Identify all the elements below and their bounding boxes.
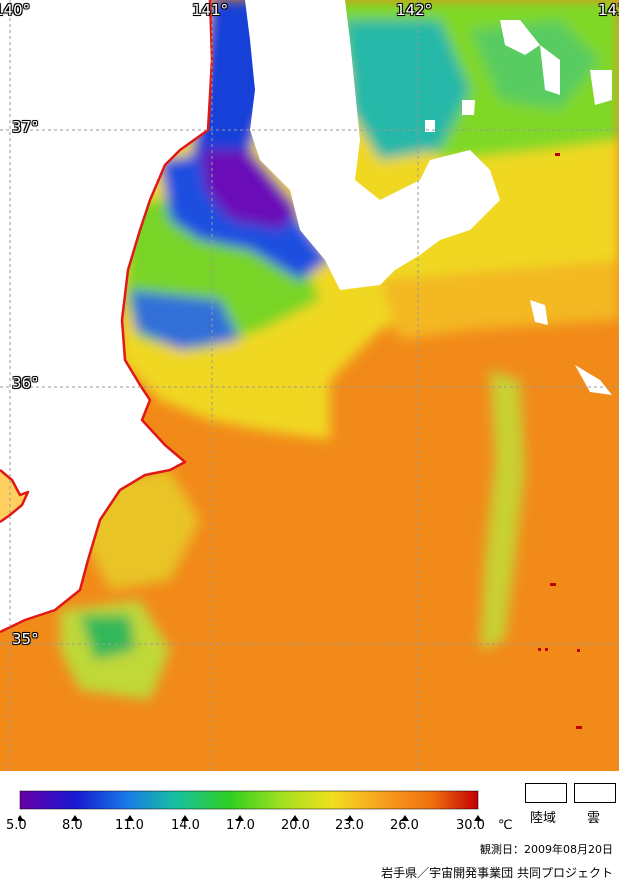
scale-label-30: 30.0 xyxy=(456,818,485,833)
observation-date: 観測日：2009年08月20日 xyxy=(480,843,613,856)
lon-label-140: 140° xyxy=(0,1,31,19)
color-scale-bar xyxy=(18,790,482,821)
lon-label-141: 141° xyxy=(192,1,229,19)
scale-ticks xyxy=(18,815,482,821)
lat-lon-grid xyxy=(0,0,619,771)
scale-label-11: 11.0 xyxy=(115,818,144,833)
lat-label-35: 35° xyxy=(12,630,39,648)
scale-label-23: 23.0 xyxy=(335,818,364,833)
scale-label-8: 8.0 xyxy=(62,818,83,833)
land-key-label: 陸域 xyxy=(530,811,557,826)
scale-label-5: 5.0 xyxy=(6,818,27,833)
credit-line: 岩手県／宇宙開発事業団 共同プロジェクト xyxy=(381,866,613,880)
lat-label-36: 36° xyxy=(12,374,39,392)
unit-label: ℃ xyxy=(498,818,513,833)
scale-label-17: 17.0 xyxy=(226,818,255,833)
scale-label-14: 14.0 xyxy=(171,818,200,833)
coastline xyxy=(0,0,214,634)
cloud-key-box xyxy=(574,783,616,803)
legend: 5.0 8.0 11.0 14.0 17.0 20.0 23.0 26.0 30… xyxy=(0,771,619,881)
scale-label-20: 20.0 xyxy=(281,818,310,833)
land-key-box xyxy=(525,783,567,803)
peninsula-coastline xyxy=(0,469,30,524)
scale-label-26: 26.0 xyxy=(390,818,419,833)
lat-label-37: 37° xyxy=(12,118,39,136)
lon-label-143: 143° xyxy=(598,1,619,19)
cloud-key-label: 雲 xyxy=(587,811,601,826)
land-area xyxy=(0,0,212,632)
sea-surface-temperature-map xyxy=(0,0,619,771)
lon-label-142: 142° xyxy=(396,1,433,19)
data-markers xyxy=(538,153,582,729)
